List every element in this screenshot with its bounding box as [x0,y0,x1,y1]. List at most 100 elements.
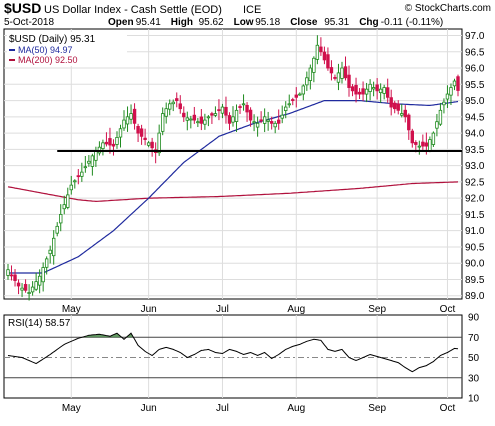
candle-body [192,114,197,121]
candle-body [129,113,133,120]
candle-body [87,160,91,164]
candle-body [403,109,407,118]
rsi-panel-frame [3,314,463,399]
candle-body [277,119,281,124]
candle-body [414,142,418,145]
rsi-x-axis: May Jun Jul Aug Sep Oct [62,403,456,414]
candle-body [329,67,334,74]
candle-body [400,113,404,116]
candle-body [115,137,119,145]
candle-body [104,141,109,145]
price-tick-label: 95.0 [465,96,485,107]
candle-body [90,155,95,167]
candle-body [410,130,414,144]
candle-body [34,281,38,290]
candle-body [312,57,316,73]
candle-body [291,99,295,101]
candle-body [456,76,460,91]
price-tick-label: 97.0 [465,31,485,42]
candle-body [210,113,214,116]
month-label: Oct [440,304,456,315]
candle-body [30,286,35,293]
candle-body [368,83,372,92]
candle-body [245,104,249,113]
candle-body [37,275,42,286]
month-label: Jul [216,304,229,315]
candle-body [44,258,49,268]
rsi-month-label: Sep [368,403,386,414]
rsi-month-label: Jun [141,403,157,414]
rsi-tick-label: 10 [468,394,480,405]
candle-body [59,214,63,224]
price-tick-label: 89.5 [465,275,485,286]
rsi-grid [4,315,462,398]
candle-body [266,119,270,122]
price-tick-label: 91.0 [465,226,485,237]
candle-body [252,121,256,124]
candle-body [199,116,204,124]
price-tick-label: 93.0 [465,161,485,172]
rsi-month-label: Aug [287,403,305,414]
ohlc-label-low: Low [234,17,254,28]
price-tick-label: 90.5 [465,242,485,253]
rsi-month-label: Jul [216,403,229,414]
candle-body [262,116,267,124]
candle-body [13,274,17,281]
candle-body [294,94,298,98]
candle-body [203,119,207,125]
candle-body [213,113,218,116]
candle-body [424,142,429,147]
candle-body [364,88,369,95]
ohlc-readout: Open 95.41 High 95.62 Low 95.18 Close 95.31 Chg -… [108,17,443,28]
candle-body [164,108,168,117]
legend-price: $USD (Daily) 95.31 [9,34,96,45]
ohlc-label-close: Close [290,17,318,28]
candle-body [220,106,225,114]
candle-body [301,85,306,95]
candle-body [382,87,386,94]
candle-body [248,109,253,121]
candle-body [9,274,14,277]
candle-body [55,225,59,234]
candle-body [315,44,320,60]
price-x-axis: May Jun Jul Aug Sep Oct [62,304,456,315]
candle-body [23,284,28,291]
candle-body [76,175,81,178]
candle-body [284,106,288,111]
candle-body [6,269,10,276]
candle-body [333,77,337,79]
candle-body [125,116,130,125]
candle-body [52,237,56,257]
candle-body [442,101,446,106]
candle-body [435,121,439,129]
candle-body [385,87,390,98]
candle-body [438,109,443,125]
candle-body [66,194,70,208]
candle-body [80,171,84,177]
price-tick-label: 96.5 [465,47,485,58]
candle-body [185,117,189,121]
ohlc-value-close: 95.31 [324,17,349,28]
candle-body [182,112,186,118]
candle-body [83,166,88,169]
rsi-path [7,332,459,373]
price-tick-label: 94.0 [465,129,485,140]
rsi-y-axis: 10 30 50 70 90 [468,313,480,405]
candle-body [27,292,31,294]
month-label: Sep [368,304,386,315]
candle-body [178,103,182,110]
price-y-axis: 89.0 89.5 90.0 90.5 91.0 91.5 92.0 92.5 93.0 93.5… [465,31,485,302]
candle-body [94,151,98,161]
candle-body [171,101,175,105]
rsi-month-label: Oct [440,403,456,414]
candle-body [234,109,239,122]
candle-body [273,122,277,128]
candle-body [73,180,77,183]
month-label: Jun [141,304,157,315]
price-tick-label: 94.5 [465,112,485,123]
candle-body [111,143,116,147]
candle-body [347,74,351,88]
price-tick-label: 91.5 [465,210,485,221]
ma50-line [8,99,459,274]
